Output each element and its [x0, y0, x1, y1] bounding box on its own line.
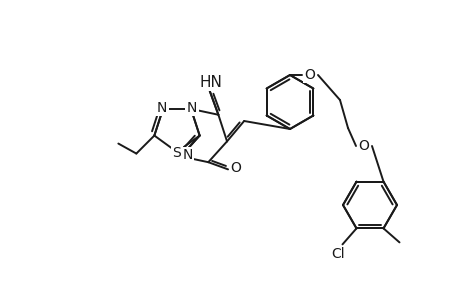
Text: O: O [304, 68, 315, 82]
Text: N: N [157, 101, 167, 115]
Text: HN: HN [199, 75, 222, 90]
Text: S: S [172, 146, 181, 160]
Text: N: N [182, 148, 193, 162]
Text: O: O [358, 139, 369, 153]
Text: O: O [230, 161, 241, 176]
Text: Cl: Cl [331, 248, 345, 261]
Text: N: N [186, 101, 197, 115]
